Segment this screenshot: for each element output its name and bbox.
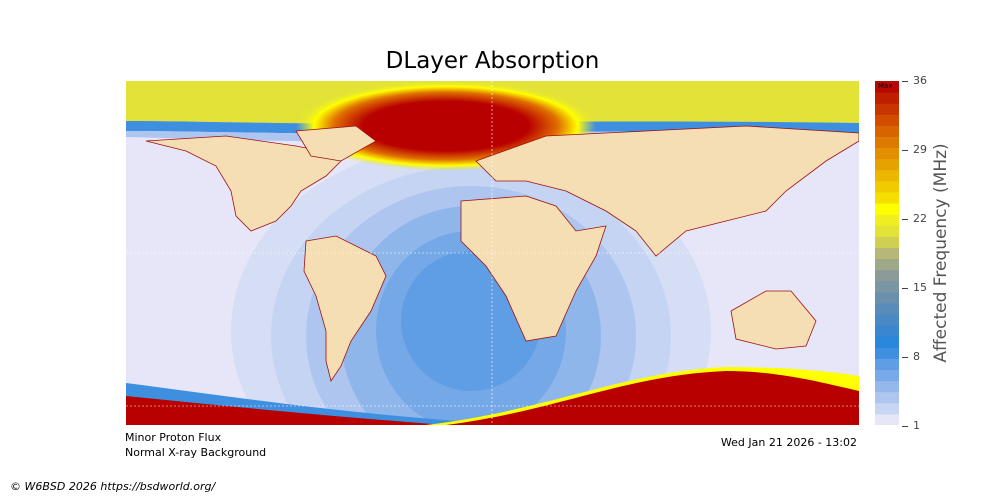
colorbar-segment <box>875 247 899 260</box>
colorbar-segment <box>875 92 899 104</box>
colorbar-segment <box>875 81 899 93</box>
colorbar-segment <box>875 191 899 204</box>
proton-flux-status: Minor Proton Flux <box>125 431 222 444</box>
colorbar-segment <box>875 302 899 315</box>
colorbar-segment <box>875 269 899 282</box>
copyright: © W6BSD 2026 https://bsdworld.org/ <box>10 480 216 493</box>
colorbar-segment <box>875 136 899 149</box>
south-america <box>303 235 387 382</box>
europe-asia <box>475 125 859 257</box>
colorbar-tick: 36 <box>902 74 927 87</box>
colorbar-segment <box>875 203 899 215</box>
chart-title: DLayer Absorption <box>385 48 600 74</box>
colorbar-segment <box>875 369 899 382</box>
colorbar-tick: 1 <box>902 419 920 432</box>
graticule <box>126 81 859 425</box>
colorbar-segment <box>875 214 899 226</box>
greenland <box>295 125 377 162</box>
colorbar-segment <box>875 236 899 248</box>
colorbar-segment <box>875 147 899 160</box>
colorbar-segment <box>875 125 899 137</box>
colorbar-segment <box>875 358 899 371</box>
colorbar-segment <box>875 325 899 337</box>
south-polar-band <box>126 367 859 425</box>
colorbar-segment <box>875 336 899 348</box>
colorbar-segment <box>875 413 899 425</box>
timestamp: Wed Jan 21 2026 - 13:02 <box>720 436 857 449</box>
colorbar-segment <box>875 180 899 193</box>
colorbar-segment <box>875 114 899 126</box>
colorbar-segment <box>875 103 899 115</box>
colorbar-tick: 8 <box>902 350 920 363</box>
colorbar-segment <box>875 314 899 326</box>
colorbar-segment <box>875 347 899 359</box>
colorbar-tick: 22 <box>902 212 927 225</box>
north-america <box>145 135 347 232</box>
land-masses <box>145 125 859 382</box>
australia <box>730 290 817 350</box>
colorbar-segment <box>875 391 899 404</box>
colorbar-segment <box>875 380 899 393</box>
colorbar-segment <box>875 291 899 304</box>
absorption-map <box>126 81 859 425</box>
colorbar-segment <box>875 225 899 237</box>
colorbar-max-label: Max <box>878 82 893 90</box>
colorbar-segment <box>875 402 899 415</box>
colorbar-segment <box>875 169 899 182</box>
colorbar-segment <box>875 280 899 293</box>
colorbar-tick: 29 <box>902 143 927 156</box>
colorbar-segment <box>875 158 899 171</box>
colorbar <box>875 81 899 425</box>
colorbar-label: Affected Frequency (MHz) <box>931 143 951 363</box>
xray-status: Normal X-ray Background <box>125 446 267 459</box>
colorbar-segment <box>875 258 899 271</box>
africa <box>460 195 607 342</box>
colorbar-tick: 15 <box>902 281 927 294</box>
